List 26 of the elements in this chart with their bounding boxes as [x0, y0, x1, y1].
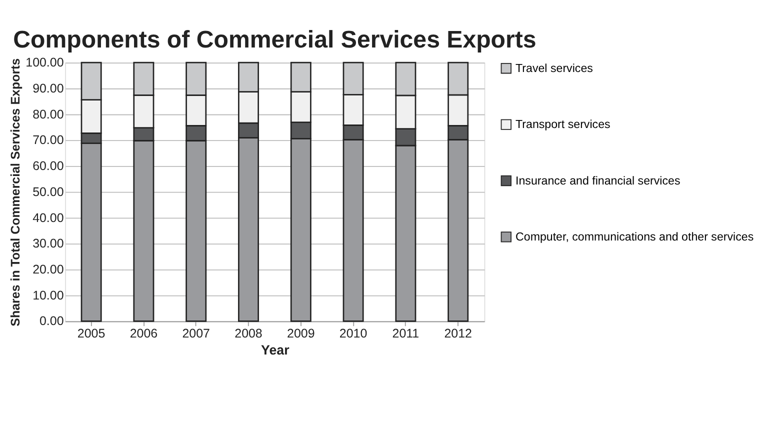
legend-label: Transport services	[516, 119, 611, 132]
x-tick-label: 2005	[77, 326, 106, 341]
y-tick-label: 10.00	[32, 288, 64, 302]
y-axis-title: Shares in Total Commercial Services Exports	[8, 58, 22, 326]
y-tick-label: 100.00	[26, 56, 64, 70]
chart-title: Components of Commercial Services Exports	[13, 26, 536, 54]
legend-label: Insurance and financial services	[516, 175, 680, 188]
y-tick-label: 70.00	[32, 133, 64, 148]
x-tick-label: 2007	[182, 326, 210, 341]
x-tick-label: 2006	[130, 326, 158, 341]
y-tick-label: 30.00	[32, 236, 64, 251]
legend-label: Computer, communications and other services	[516, 232, 754, 244]
y-tick-label: 40.00	[32, 210, 64, 225]
x-tick-label: 2009	[287, 326, 315, 341]
x-tick-label: 2011	[392, 326, 420, 341]
y-tick-label: 50.00	[32, 184, 64, 199]
legend-label: Travel services	[516, 62, 594, 75]
y-tick-label: 20.00	[32, 262, 64, 276]
y-tick-label: 80.00	[32, 107, 64, 122]
y-tick-label: 60.00	[32, 159, 64, 174]
y-tick-label: 0.00	[39, 314, 64, 328]
x-tick-label: 2012	[444, 326, 472, 341]
x-tick-label: 2008	[234, 326, 262, 341]
x-tick-label: 2010	[339, 326, 368, 341]
x-axis-title: Year	[261, 342, 290, 358]
y-tick-label: 90.00	[32, 81, 64, 96]
